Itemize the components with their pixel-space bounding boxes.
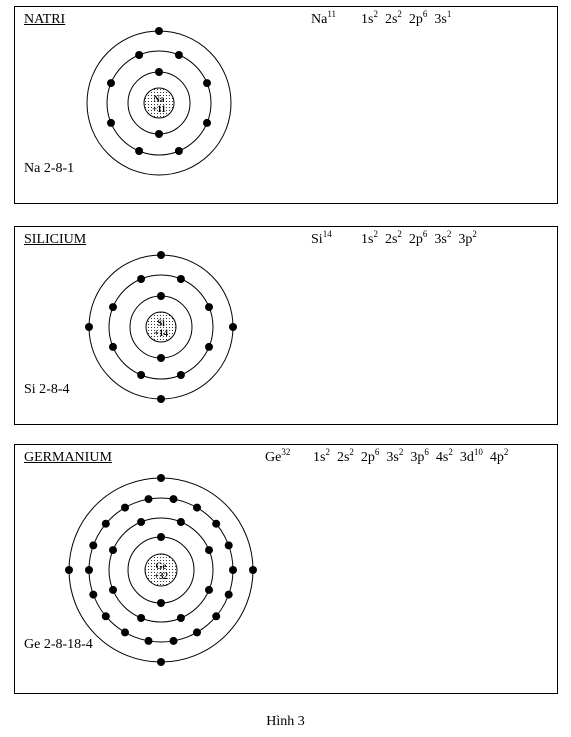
electron (212, 519, 221, 528)
atom-title: NATRI (24, 12, 66, 27)
electron (85, 566, 93, 574)
atom-title: SILICIUM (24, 232, 87, 247)
electron (157, 474, 165, 482)
electron (157, 292, 165, 300)
electron (157, 599, 165, 607)
electron (205, 585, 213, 594)
nucleus-charge: +32 (154, 571, 169, 581)
electron-configuration: 1s2 2s2 2p6 3s2 3p2 (361, 229, 477, 248)
electron (137, 275, 146, 283)
electron (109, 303, 117, 312)
electron (157, 354, 165, 362)
nucleus (144, 553, 178, 587)
element-symbol: Si14 (311, 229, 332, 248)
electron (212, 612, 221, 621)
bohr-model-germanium: Ge+32 (65, 474, 257, 666)
electron (89, 541, 98, 550)
element-symbol: Ge32 (265, 447, 291, 466)
figure-caption: Hình 3 (266, 714, 305, 729)
nucleus-charge: +14 (154, 328, 169, 338)
electron (229, 323, 237, 331)
electron (193, 503, 201, 512)
electron (121, 503, 129, 512)
electron (155, 27, 163, 35)
electron (107, 79, 115, 88)
electron (107, 118, 115, 127)
electron (157, 533, 165, 541)
electron (101, 612, 110, 621)
electron (137, 518, 146, 526)
electron (101, 519, 110, 528)
electron (249, 566, 257, 574)
electron (193, 628, 201, 637)
electron (157, 395, 165, 403)
nucleus (143, 87, 175, 119)
nucleus-symbol: Ge (156, 561, 167, 571)
panel-natri: NATRI Na11 1s2 2s2 2p6 3s1 Na +11 Na 2-8-1 (14, 6, 558, 204)
electron (176, 614, 185, 622)
nucleus-symbol: Na (154, 94, 165, 104)
atom-title: GERMANIUM (24, 450, 112, 465)
electron-configuration: 1s2 2s2 2p6 3s2 3p6 4s2 3d10 4p2 (313, 447, 509, 466)
electron (176, 275, 185, 283)
electron-configuration: 1s2 2s2 2p6 3s1 (361, 9, 452, 28)
electron (137, 614, 146, 622)
electron (65, 566, 73, 574)
shell-distribution: Si 2-8-4 (24, 382, 70, 397)
panel-germanium: GERMANIUM Ge32 1s2 2s2 2p6 3s2 3p6 4s2 3d10 4p2… (14, 444, 558, 694)
electron (203, 79, 211, 88)
electron (176, 518, 185, 526)
electron (224, 541, 233, 550)
electron (169, 636, 178, 645)
electron (174, 147, 183, 155)
electron (144, 636, 153, 645)
electron (85, 323, 93, 331)
electron (176, 371, 185, 379)
electron (135, 51, 144, 59)
electron (144, 495, 153, 504)
electron (121, 628, 129, 637)
electron (157, 251, 165, 259)
panel-silicium: SILICIUM Si14 1s2 2s2 2p6 3s2 3p2 Si +14 Si 2… (14, 226, 558, 425)
electron (109, 342, 117, 351)
shell-distribution: Ge 2-8-18-4 (24, 637, 93, 652)
nucleus-symbol: Si (157, 318, 165, 328)
electron (89, 590, 98, 599)
electron (135, 147, 144, 155)
shell-orbit (106, 50, 212, 156)
bohr-model-natri: Na+11 (86, 27, 232, 176)
electron (109, 546, 117, 555)
electron (174, 51, 183, 59)
electron (205, 546, 213, 555)
nucleus-charge: +11 (152, 104, 166, 114)
electron (155, 68, 163, 76)
bohr-model-silicium: Si+14 (85, 251, 237, 403)
electron (203, 118, 211, 127)
nucleus (145, 311, 177, 343)
electron (157, 658, 165, 666)
shell-orbit (108, 517, 214, 623)
electron (205, 342, 213, 351)
electron (205, 303, 213, 312)
shell-orbit (108, 274, 214, 380)
electron (224, 590, 233, 599)
electron (169, 495, 178, 504)
element-symbol: Na11 (311, 9, 336, 28)
electron (109, 585, 117, 594)
electron (137, 371, 146, 379)
electron (155, 130, 163, 138)
electron (229, 566, 237, 574)
shell-distribution: Na 2-8-1 (24, 161, 75, 176)
